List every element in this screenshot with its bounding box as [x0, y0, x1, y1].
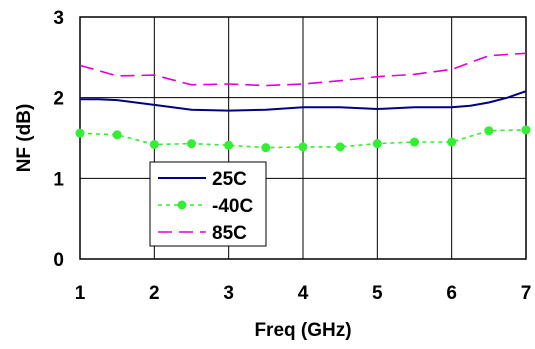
- legend: 25C -40C 85C: [149, 161, 267, 247]
- series-25C: [80, 90, 527, 112]
- legend-label: -40C: [212, 196, 253, 217]
- plot-frame: [79, 16, 527, 260]
- x-tick-label: 3: [223, 283, 234, 304]
- data-point: [261, 143, 271, 153]
- data-point: [224, 140, 234, 150]
- data-point: [112, 130, 122, 140]
- data-point: [484, 126, 494, 136]
- x-tick-label: 7: [521, 283, 532, 304]
- legend-marker: [177, 200, 187, 210]
- x-tick-label: 1: [75, 283, 86, 304]
- data-point: [447, 137, 457, 147]
- x-tick-label: 6: [446, 283, 457, 304]
- data-point: [298, 142, 308, 152]
- y-axis-title: NF (dB): [14, 104, 35, 173]
- data-point: [75, 128, 85, 138]
- data-point: [372, 139, 382, 149]
- data-point: [335, 142, 345, 152]
- grid: [79, 16, 527, 260]
- series-line: [79, 52, 527, 87]
- x-tick-label: 4: [298, 283, 309, 304]
- x-tick-labels: 1 2 3 4 5 6 7: [75, 283, 532, 304]
- x-axis-title: Freq (GHz): [254, 320, 351, 341]
- x-tick-label: 5: [372, 283, 383, 304]
- y-tick-label: 2: [53, 89, 64, 110]
- legend-label: 85C: [212, 223, 247, 244]
- y-tick-label: 0: [53, 250, 64, 271]
- y-tick-label: 1: [53, 169, 64, 190]
- series-85C: [79, 52, 527, 87]
- x-tick-label: 2: [149, 283, 160, 304]
- series-layer: [75, 52, 531, 153]
- series-line: [80, 90, 527, 112]
- y-tick-label: 3: [53, 8, 64, 29]
- data-point: [187, 139, 196, 149]
- legend-label: 25C: [212, 169, 247, 190]
- series--40C: [75, 125, 531, 153]
- data-point: [410, 137, 419, 147]
- data-point: [149, 139, 159, 149]
- data-point: [521, 125, 531, 135]
- y-tick-labels: 0 1 2 3: [53, 8, 64, 271]
